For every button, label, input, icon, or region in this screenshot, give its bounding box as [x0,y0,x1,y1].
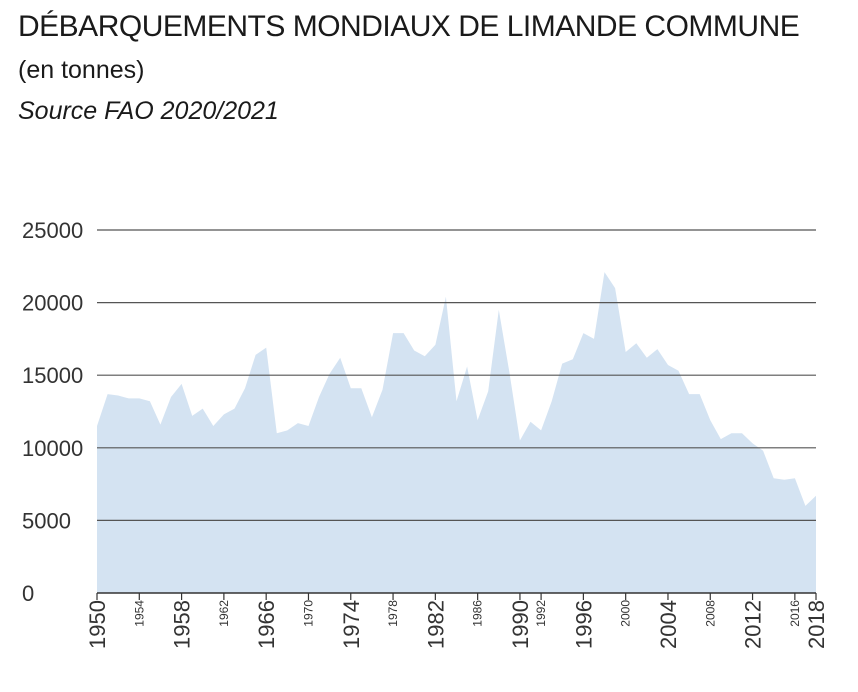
x-tick-label-2000: 2000 [619,600,633,627]
y-tick-label-15000: 15000 [22,363,83,388]
y-tick-label-25000: 25000 [22,218,83,243]
x-tick-label-1958: 1958 [170,600,195,649]
x-tick-label-1950: 1950 [85,600,110,649]
y-tick-label-5000: 5000 [22,508,71,533]
chart-title: DÉBARQUEMENTS MONDIAUX DE LIMANDE COMMUN… [18,10,800,43]
x-tick-label-2004: 2004 [656,600,681,649]
x-tick-label-1996: 1996 [571,600,596,649]
x-tick-label-1970: 1970 [301,600,315,627]
x-tick-label-1978: 1978 [386,600,400,627]
chart-source: Source FAO 2020/2021 [18,97,279,125]
y-tick-label-0: 0 [22,581,34,606]
x-tick-label-2016: 2016 [788,600,802,627]
x-tick-label-1954: 1954 [132,600,146,627]
x-tick-label-1962: 1962 [217,600,231,627]
x-tick-label-1982: 1982 [423,600,448,649]
x-tick-label-2008: 2008 [703,600,717,627]
x-tick-label-2012: 2012 [741,600,766,649]
y-tick-label-10000: 10000 [22,436,83,461]
x-tick-label-1966: 1966 [254,600,279,649]
x-tick-label-1990: 1990 [508,600,533,649]
x-tick-label-1986: 1986 [471,600,485,627]
x-tick-label-2018: 2018 [804,600,829,649]
x-tick-label-1974: 1974 [339,600,364,649]
series-area [97,272,816,593]
x-tick-label-1992: 1992 [534,600,548,627]
y-tick-label-20000: 20000 [22,291,83,316]
chart-subtitle: (en tonnes) [18,56,145,84]
